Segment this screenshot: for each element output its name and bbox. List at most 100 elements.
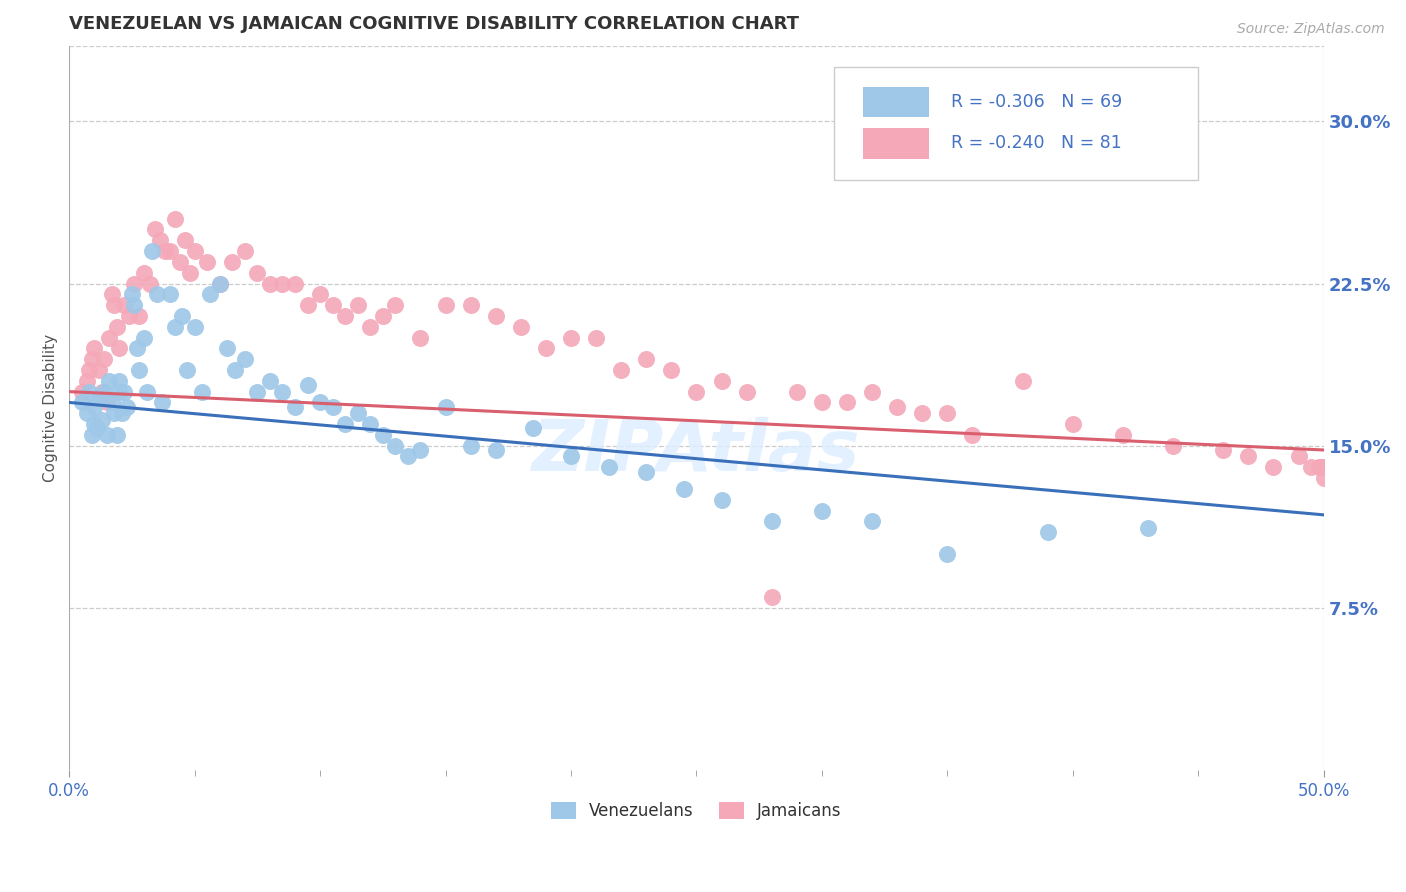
Point bbox=[460, 298, 482, 312]
Point bbox=[148, 233, 170, 247]
Point bbox=[183, 244, 205, 258]
Point bbox=[159, 244, 181, 258]
FancyBboxPatch shape bbox=[834, 68, 1198, 179]
Point bbox=[1310, 460, 1333, 475]
Point bbox=[90, 384, 112, 399]
Point bbox=[134, 266, 156, 280]
Point bbox=[911, 406, 934, 420]
Point bbox=[1312, 460, 1334, 475]
Point bbox=[1036, 525, 1059, 540]
Point bbox=[191, 384, 214, 399]
Point bbox=[359, 417, 381, 431]
Point bbox=[112, 298, 135, 312]
Point bbox=[1312, 471, 1334, 485]
Point bbox=[271, 277, 294, 291]
Point bbox=[636, 465, 658, 479]
Text: Source: ZipAtlas.com: Source: ZipAtlas.com bbox=[1237, 22, 1385, 37]
Point bbox=[221, 255, 243, 269]
Point bbox=[198, 287, 221, 301]
Point bbox=[124, 298, 146, 312]
Point bbox=[93, 352, 115, 367]
Point bbox=[672, 482, 695, 496]
Text: R = -0.240   N = 81: R = -0.240 N = 81 bbox=[950, 135, 1122, 153]
Point bbox=[176, 363, 198, 377]
Point bbox=[761, 514, 783, 528]
Point bbox=[233, 352, 256, 367]
Point bbox=[159, 287, 181, 301]
Point bbox=[460, 439, 482, 453]
Point bbox=[103, 406, 125, 420]
Point bbox=[80, 428, 103, 442]
Point bbox=[710, 492, 733, 507]
Point bbox=[105, 428, 128, 442]
Point bbox=[141, 244, 163, 258]
Point bbox=[111, 406, 134, 420]
Point bbox=[70, 395, 93, 409]
Point bbox=[124, 277, 146, 291]
Text: R = -0.306   N = 69: R = -0.306 N = 69 bbox=[950, 93, 1122, 112]
Point bbox=[860, 514, 883, 528]
Point bbox=[90, 413, 112, 427]
Point bbox=[396, 450, 419, 464]
Point bbox=[359, 319, 381, 334]
Point bbox=[384, 439, 406, 453]
Point bbox=[297, 298, 319, 312]
Point bbox=[1237, 450, 1260, 464]
Point bbox=[79, 363, 101, 377]
Point bbox=[309, 395, 332, 409]
Point bbox=[636, 352, 658, 367]
Point bbox=[710, 374, 733, 388]
Point bbox=[284, 277, 307, 291]
Point bbox=[224, 363, 246, 377]
Point bbox=[522, 421, 544, 435]
Point bbox=[1137, 521, 1160, 535]
Point bbox=[1011, 374, 1033, 388]
Point bbox=[98, 374, 121, 388]
Point bbox=[534, 342, 557, 356]
Point bbox=[183, 319, 205, 334]
Point bbox=[98, 330, 121, 344]
Point bbox=[112, 384, 135, 399]
Point bbox=[685, 384, 707, 399]
Point bbox=[371, 428, 394, 442]
Point bbox=[598, 460, 620, 475]
Point bbox=[1288, 450, 1310, 464]
Point bbox=[811, 395, 834, 409]
Point bbox=[1161, 439, 1184, 453]
Point bbox=[485, 309, 508, 323]
Point bbox=[246, 384, 269, 399]
Y-axis label: Cognitive Disability: Cognitive Disability bbox=[44, 334, 58, 482]
Point bbox=[335, 417, 357, 431]
Legend: Venezuelans, Jamaicans: Venezuelans, Jamaicans bbox=[544, 796, 848, 827]
Point bbox=[105, 319, 128, 334]
Point bbox=[108, 384, 131, 399]
Point bbox=[173, 233, 195, 247]
Point bbox=[585, 330, 607, 344]
Point bbox=[80, 352, 103, 367]
Point bbox=[409, 330, 432, 344]
Point bbox=[860, 384, 883, 399]
Point bbox=[101, 395, 124, 409]
Point bbox=[962, 428, 984, 442]
Point bbox=[560, 330, 582, 344]
FancyBboxPatch shape bbox=[863, 128, 928, 159]
Text: ZIPAtlas: ZIPAtlas bbox=[533, 417, 860, 486]
Point bbox=[1212, 442, 1234, 457]
Point bbox=[115, 400, 138, 414]
Point bbox=[322, 400, 344, 414]
Point bbox=[121, 287, 143, 301]
Point bbox=[309, 287, 332, 301]
Point bbox=[434, 400, 457, 414]
Point bbox=[485, 442, 508, 457]
Point bbox=[169, 255, 191, 269]
Point bbox=[297, 378, 319, 392]
Point bbox=[371, 309, 394, 323]
Point bbox=[83, 400, 105, 414]
Point bbox=[103, 298, 125, 312]
Point bbox=[409, 442, 432, 457]
Point bbox=[86, 421, 108, 435]
Point bbox=[233, 244, 256, 258]
Point bbox=[761, 590, 783, 604]
Point bbox=[284, 400, 307, 414]
Point bbox=[246, 266, 269, 280]
